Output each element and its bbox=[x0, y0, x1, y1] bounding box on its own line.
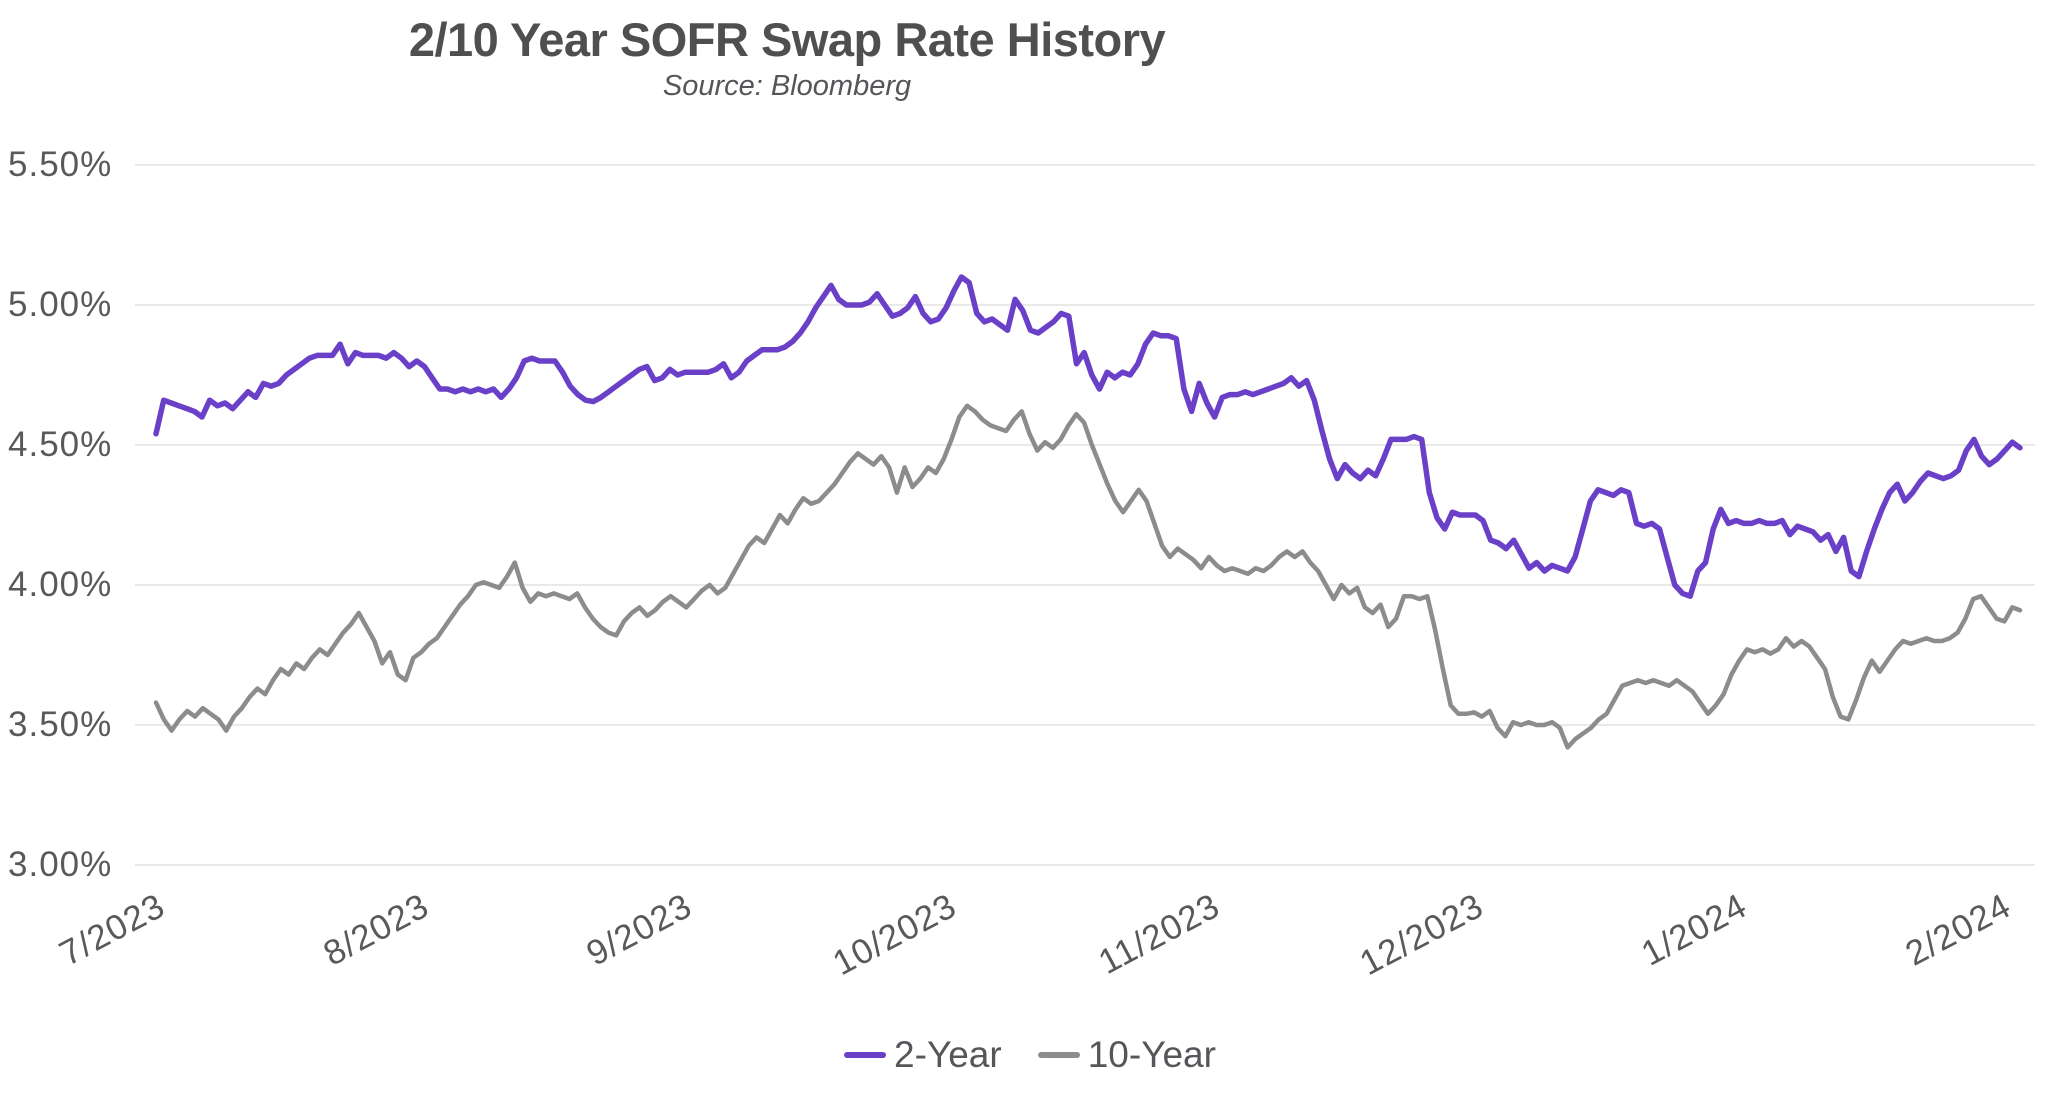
legend-line-swatch-icon bbox=[1037, 1052, 1080, 1058]
gridline bbox=[135, 164, 2035, 166]
gridline bbox=[135, 444, 2035, 446]
y-axis-tick-label: 3.50% bbox=[8, 705, 113, 744]
y-axis-tick-label: 4.00% bbox=[8, 565, 113, 604]
chart-title: 2/10 Year SOFR Swap Rate History bbox=[408, 13, 1166, 66]
legend-item-2-year[interactable]: 2-Year bbox=[844, 1034, 1002, 1076]
gridline bbox=[135, 724, 2035, 726]
legend-label: 2-Year bbox=[894, 1034, 1002, 1075]
legend-item-10-year[interactable]: 10-Year bbox=[1037, 1034, 1216, 1076]
chart-subtitle: Source: Bloomberg bbox=[662, 70, 912, 102]
gridline bbox=[135, 864, 2035, 866]
legend-label: 10-Year bbox=[1087, 1034, 1216, 1075]
series-line-10-year bbox=[153, 403, 2023, 750]
legend: 2-Year 10-Year bbox=[844, 1034, 1216, 1076]
y-axis-tick-label: 5.50% bbox=[8, 145, 113, 184]
y-axis-tick-label: 3.00% bbox=[8, 845, 113, 884]
y-axis-tick-label: 4.50% bbox=[8, 425, 113, 464]
legend-line-swatch-icon bbox=[844, 1052, 887, 1058]
gridline bbox=[135, 584, 2035, 586]
series-line-2-year bbox=[153, 274, 2023, 599]
y-axis-tick-label: 5.00% bbox=[8, 285, 113, 324]
gridline bbox=[135, 304, 2035, 306]
